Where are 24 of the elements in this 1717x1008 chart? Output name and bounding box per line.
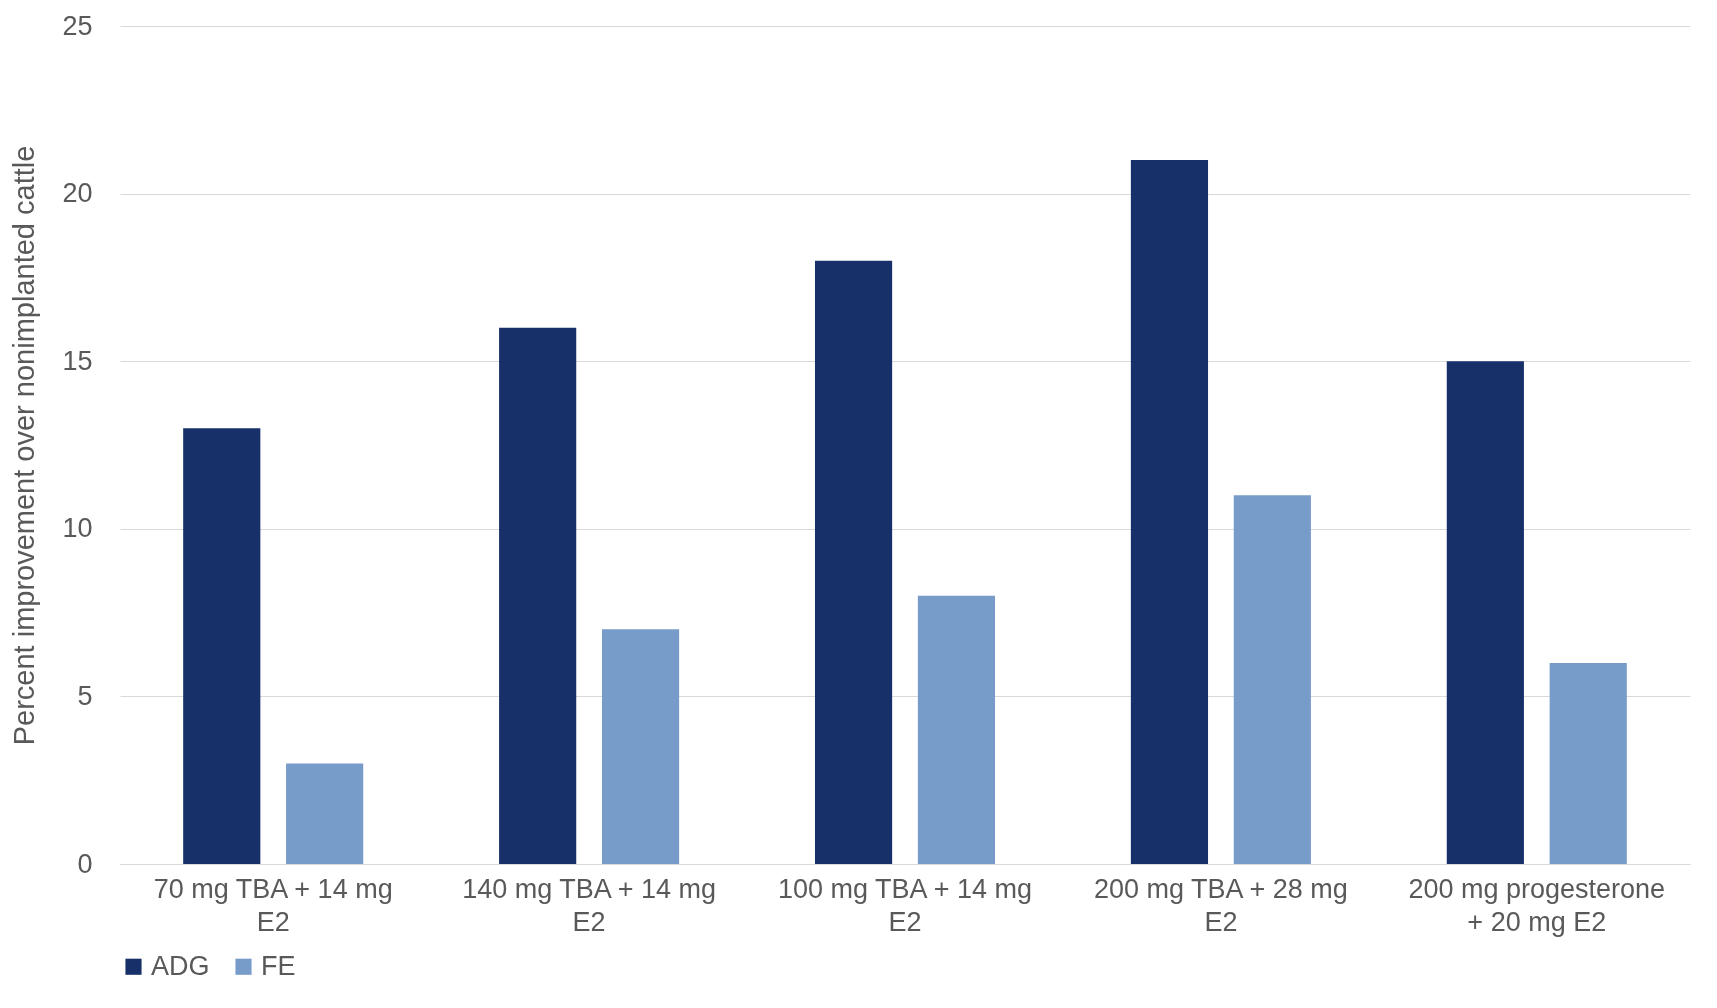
y-tick-label: 15 [62, 345, 93, 376]
legend-label: ADG [151, 950, 210, 981]
bar [1130, 160, 1209, 864]
x-tick-label: 70 mg TBA + 14 mg E2 [153, 873, 393, 937]
y-tick-label: 25 [62, 10, 93, 41]
bar [183, 428, 261, 864]
bar [601, 629, 680, 864]
x-tick-label: 200 mg progesterone + 20 mg E2 [1408, 873, 1666, 937]
y-tick-label: 10 [62, 513, 93, 544]
y-tick-label: 5 [77, 680, 93, 711]
legend-label: FE [261, 950, 296, 981]
bar [917, 595, 996, 864]
x-tick-label: 140 mg TBA + 14 mg E2 [462, 873, 717, 937]
bar [286, 763, 364, 864]
y-axis-title: Percent improvement over nonimplanted cattle [8, 145, 41, 746]
x-tick-label: 200 mg TBA + 28 mg E2 [1093, 873, 1348, 937]
bar [814, 260, 893, 864]
bar [499, 327, 577, 864]
bar [1446, 361, 1524, 864]
y-tick-label: 20 [62, 178, 93, 209]
bar [1549, 662, 1627, 864]
x-tick-label: 100 mg TBA + 14 mg E2 [778, 873, 1032, 937]
y-tick-label: 0 [77, 848, 93, 879]
bar [1233, 495, 1311, 864]
